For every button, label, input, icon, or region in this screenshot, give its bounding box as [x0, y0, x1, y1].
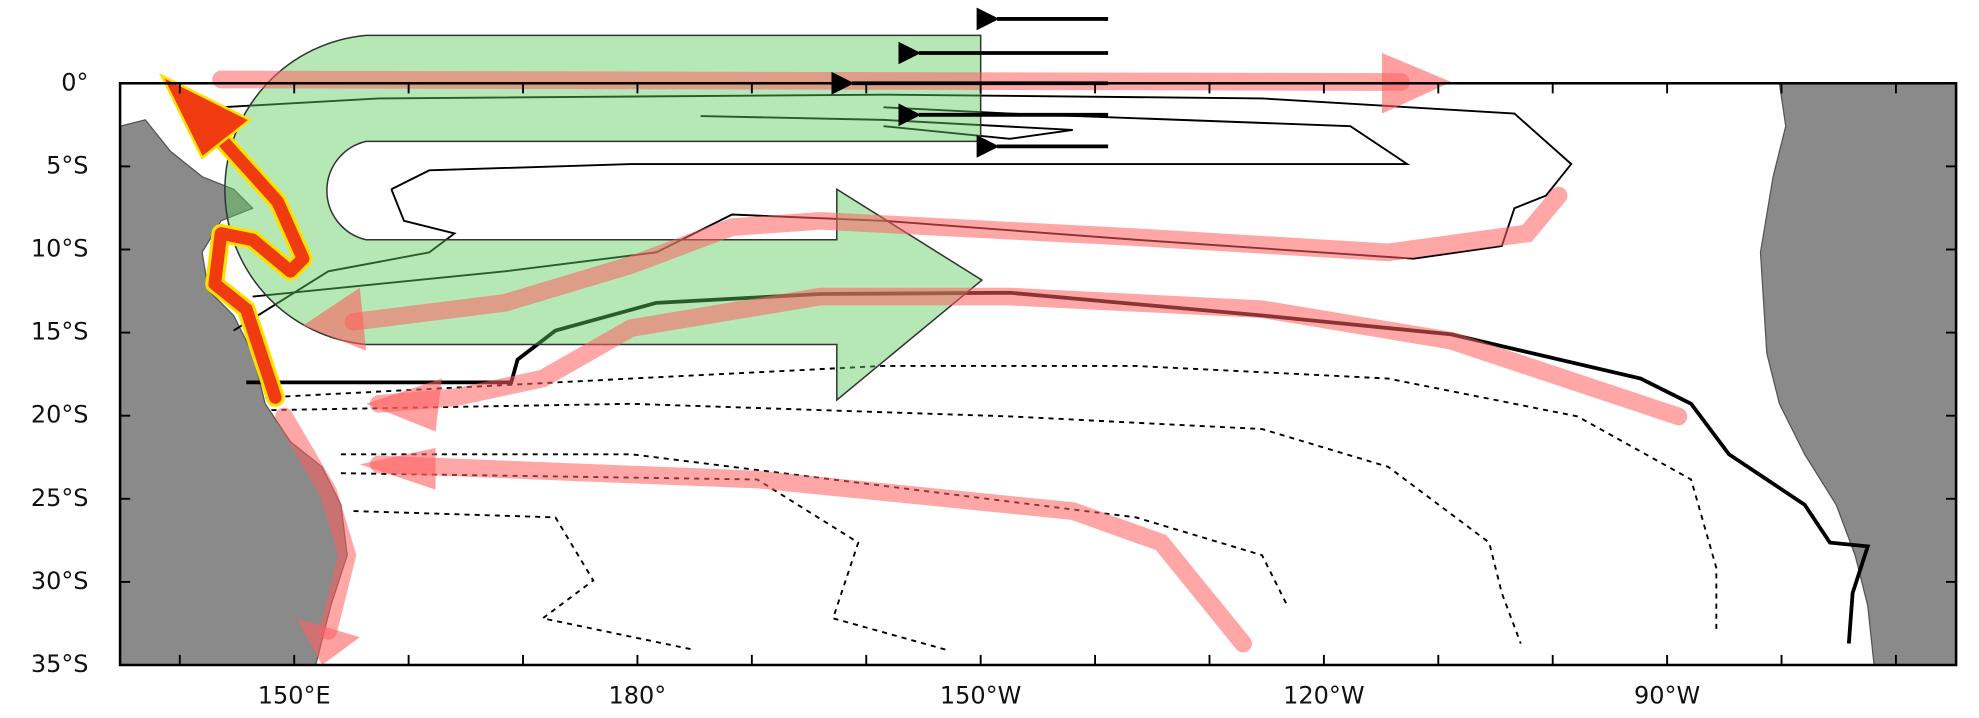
lat-label: 5°S — [46, 151, 88, 179]
ticks — [120, 83, 1956, 665]
lat-label: 20°S — [31, 401, 89, 429]
contours — [221, 95, 1868, 650]
lat-label: 35°S — [31, 650, 89, 678]
land — [120, 83, 1956, 665]
lon-label: 180° — [609, 682, 667, 710]
lon-label: 150°W — [940, 682, 1021, 710]
lat-label: 30°S — [31, 567, 89, 595]
lat-label: 15°S — [31, 318, 89, 346]
map: 0° 5°S 10°S 15°S 20°S 25°S 30°S 35°S 150°E 180° 15… — [0, 0, 1979, 718]
lat-label: 0° — [61, 68, 88, 96]
lon-label: 150°E — [258, 682, 331, 710]
lat-label: 25°S — [31, 484, 89, 512]
map-frame — [120, 83, 1956, 665]
lat-label: 10°S — [31, 234, 89, 262]
lon-label: 90°W — [1634, 682, 1700, 710]
lon-label: 120°W — [1283, 682, 1364, 710]
